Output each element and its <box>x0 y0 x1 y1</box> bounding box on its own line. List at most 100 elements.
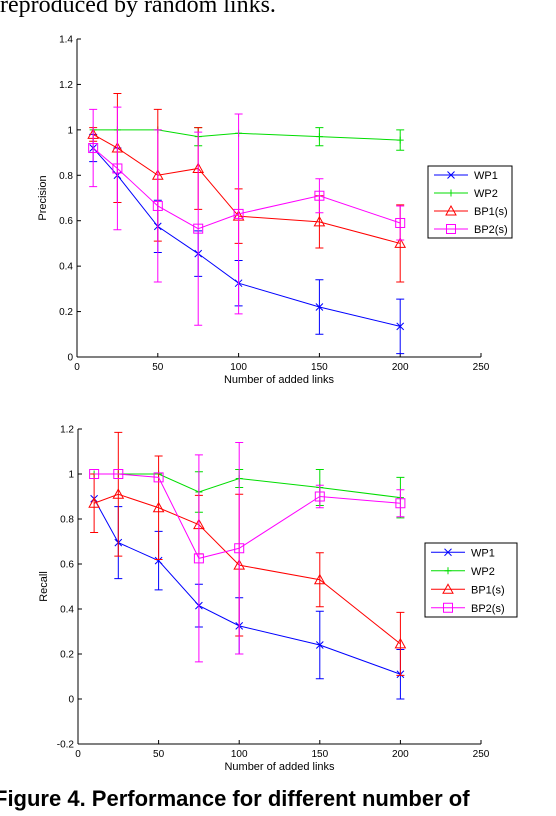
x-tick-label: 250 <box>473 749 490 760</box>
legend-label: WP2 <box>474 188 498 200</box>
y-tick-label: 0.2 <box>59 307 73 318</box>
legend-label: BP1(s) <box>474 206 508 218</box>
data-point <box>193 553 204 564</box>
series-wp1 <box>90 494 405 700</box>
data-point <box>234 543 245 554</box>
y-tick-label: 1.2 <box>60 425 74 436</box>
data-point <box>315 641 324 649</box>
legend-label: BP1(s) <box>471 584 505 596</box>
series-wp1 <box>89 133 405 355</box>
chart-1: 0 50 100 150 200 250 0 0.2 0.4 0.6 0.8 1 1.2 1.4 Numbe… <box>37 35 513 386</box>
y-tick-label: 0 <box>67 353 73 364</box>
x-tick-label: 50 <box>153 749 165 760</box>
y-tick-label: 0.8 <box>59 171 73 182</box>
data-point <box>152 501 165 513</box>
x-axis-label: Number of added links <box>224 374 335 386</box>
y-tick-label: 0.4 <box>59 262 73 273</box>
data-point <box>395 498 406 509</box>
legend-label: WP1 <box>474 170 498 182</box>
series-line <box>93 493 401 645</box>
top-text-fragment: reproduced by random links. <box>0 0 276 18</box>
data-point <box>152 200 163 211</box>
series-wp2 <box>90 469 405 519</box>
legend-marker <box>447 171 455 179</box>
data-point <box>154 556 163 565</box>
legend-marker <box>444 548 452 557</box>
y-tick-label: 0.6 <box>59 216 73 227</box>
y-tick-label: 0 <box>68 695 74 706</box>
y-tick-label: -0.2 <box>57 740 75 751</box>
data-point <box>193 223 204 234</box>
data-point <box>113 469 124 479</box>
x-tick-label: 150 <box>311 749 328 760</box>
y-tick-label: 1.2 <box>59 80 73 91</box>
legend-label: WP1 <box>471 547 495 559</box>
x-tick-label: 150 <box>311 362 328 373</box>
series-wp2 <box>89 126 405 151</box>
data-point <box>315 303 324 311</box>
legend-label: WP2 <box>471 566 495 578</box>
x-tick-label: 0 <box>75 749 81 760</box>
data-point <box>153 472 164 483</box>
legend-label: BP2(s) <box>474 224 508 236</box>
y-tick-label: 1.4 <box>59 35 73 46</box>
series-line <box>93 498 401 675</box>
y-tick-label: 1 <box>68 470 74 481</box>
legend-marker <box>442 583 454 594</box>
series-bp2-s- <box>89 442 406 663</box>
legend-marker <box>444 567 452 575</box>
data-point <box>313 215 326 227</box>
legend-box <box>427 165 513 239</box>
x-tick-label: 200 <box>392 362 409 373</box>
data-point <box>315 133 323 141</box>
x-tick-label: 100 <box>230 362 247 373</box>
y-tick-label: 0.2 <box>60 650 74 661</box>
data-point <box>112 163 123 174</box>
data-point <box>313 573 326 585</box>
x-tick-label: 100 <box>231 749 248 760</box>
legend-marker <box>447 189 455 197</box>
data-point <box>394 237 407 248</box>
series-line <box>92 147 401 327</box>
legend: WP1 WP2 BP1(s) BP2(s) <box>424 542 518 618</box>
series-bp1-s- <box>88 431 407 676</box>
series-line <box>94 473 401 559</box>
y-axis-label: Precision <box>37 175 49 220</box>
figure-caption: Figure 4. Performance for different numb… <box>0 786 470 811</box>
data-point <box>396 136 404 144</box>
data-point <box>395 217 406 228</box>
legend: WP1 WP2 BP1(s) BP2(s) <box>427 165 513 239</box>
data-point <box>89 469 100 479</box>
data-point <box>394 637 407 649</box>
data-point <box>88 143 99 154</box>
y-tick-label: 0.6 <box>60 560 74 571</box>
y-tick-label: 1 <box>67 125 73 136</box>
x-tick-label: 0 <box>74 362 80 373</box>
y-tick-label: 0.8 <box>60 515 74 526</box>
x-tick-label: 200 <box>392 749 409 760</box>
x-tick-label: 50 <box>152 362 164 373</box>
data-point <box>112 488 125 499</box>
data-point <box>88 497 100 508</box>
series-bp1-s- <box>87 93 407 283</box>
series-line <box>94 473 401 499</box>
series-line <box>92 147 401 230</box>
y-axis-label: Recall <box>38 571 50 602</box>
x-axis-label: Number of added links <box>224 761 335 773</box>
legend-box <box>424 542 518 618</box>
data-point <box>233 208 244 219</box>
error-bar <box>89 108 98 188</box>
chart-2: 0 50 100 150 200 250-0.200.20.40.60.811.2Numb… <box>38 425 518 773</box>
data-point <box>314 190 325 201</box>
series-line <box>93 129 401 141</box>
legend-marker <box>446 224 456 234</box>
legend-marker <box>443 602 453 613</box>
x-tick-label: 250 <box>473 362 490 373</box>
series-bp2-s- <box>88 106 406 326</box>
legend-marker <box>445 204 457 216</box>
data-point <box>396 322 405 331</box>
data-point <box>314 491 325 502</box>
legend-label: BP2(s) <box>471 603 505 615</box>
y-tick-label: 0.4 <box>60 605 74 616</box>
